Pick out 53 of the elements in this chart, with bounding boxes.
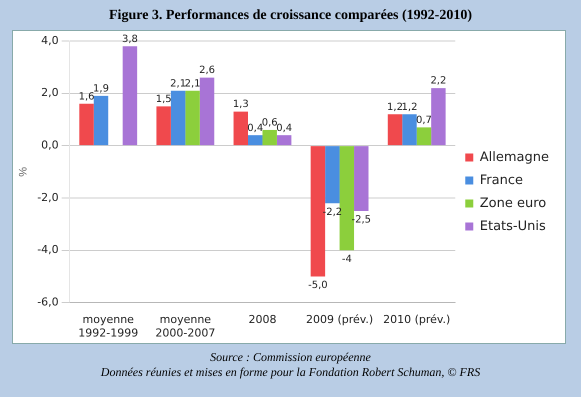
x-tick-label: moyenne 1992-1999	[78, 313, 138, 340]
bar	[276, 135, 292, 146]
data-label: 0,7	[416, 114, 432, 126]
y-tick-label: 0,0	[41, 138, 59, 152]
bar	[122, 46, 138, 146]
data-label: 2,1	[184, 78, 201, 90]
y-axis-title: %	[18, 166, 30, 177]
data-label: 1,3	[232, 99, 249, 110]
data-label: -4	[342, 254, 352, 265]
bar	[431, 88, 446, 146]
bar	[234, 112, 248, 146]
bar	[170, 90, 186, 146]
x-tick-label: 2009 (prév.)	[306, 313, 374, 326]
bar	[325, 146, 340, 204]
legend-label: Allemagne	[480, 150, 549, 165]
bar	[200, 78, 214, 146]
y-tick-label: 4,0	[41, 34, 59, 47]
data-label: 0,4	[276, 122, 292, 134]
bar	[156, 106, 171, 146]
legend-label: Zone euro	[480, 196, 546, 211]
x-tick-label: 2008	[248, 313, 276, 326]
legend-label: Etats-Unis	[480, 218, 546, 234]
data-label: 3,8	[122, 34, 138, 45]
data-label: 1,6	[78, 91, 94, 102]
bar	[185, 90, 200, 146]
data-label: 1,2	[402, 102, 418, 113]
y-tick-label: -4,0	[37, 243, 59, 256]
bar	[354, 146, 369, 212]
bar	[79, 104, 94, 146]
data-label: 2,1	[170, 78, 186, 90]
data-label: 1,2	[387, 102, 403, 113]
text: Données réunies et mises en forme pour la Fondation Robert Schuman, © FRS	[100, 365, 482, 380]
bar	[388, 114, 402, 146]
bar	[402, 114, 417, 146]
y-tick-label: -2,0	[37, 190, 59, 204]
y-tick-label: -6,0	[37, 295, 59, 308]
bar	[94, 96, 108, 146]
bar	[262, 130, 277, 146]
source-note: Source : Commission européenne	[209, 350, 372, 365]
y-tick-label: 2,0	[41, 86, 59, 100]
bar	[416, 127, 432, 146]
data-label: 1,9	[93, 84, 109, 95]
chart-title: Figure 3. Performances de croissance comparées (1992-2010)	[108, 8, 473, 24]
data-label: 1,5	[156, 94, 172, 105]
data-label: 2,2	[430, 76, 446, 87]
data-label: 0,6	[262, 118, 278, 129]
data-label: 2,6	[199, 65, 215, 76]
data-label: 0,4	[247, 122, 264, 134]
x-tick-label: moyenne 2000-2007	[155, 313, 216, 340]
bar	[248, 135, 262, 146]
legend-label: France	[480, 172, 523, 188]
data-label: -5,0	[308, 280, 328, 292]
x-tick-label: 2010 (prév.)	[383, 313, 450, 326]
